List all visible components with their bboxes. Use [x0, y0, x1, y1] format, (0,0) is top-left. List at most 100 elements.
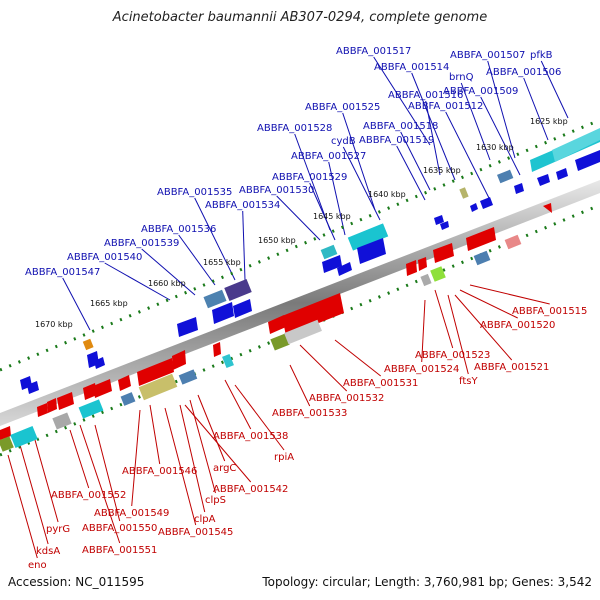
leader-line: [434, 289, 454, 349]
genome-backbone: [0, 180, 600, 426]
reverse-gene-label: rpiA: [274, 452, 294, 463]
reverse-gene-label: ABBFA_001531: [343, 378, 418, 389]
cog-track-outer: [82, 128, 600, 351]
leader-line: [69, 429, 90, 489]
tick-track-outer: [0, 118, 600, 372]
map-title: Acinetobacter baumannii AB307-0294, comp…: [112, 10, 488, 25]
reverse-gene-label: kdsA: [36, 546, 60, 557]
leader-line: [79, 424, 121, 544]
leader-line: [342, 146, 381, 221]
leader-line: [62, 277, 91, 331]
accession-label: Accession: NC_011595: [8, 575, 145, 589]
leader-line: [224, 379, 252, 430]
forward-gene-label: ABBFA_001527: [291, 151, 366, 162]
forward-gene-label: brnQ: [449, 72, 474, 83]
leader-line: [34, 439, 59, 523]
leader-line: [411, 72, 456, 181]
leader-line: [396, 145, 426, 201]
leader-line: [445, 111, 491, 201]
reverse-gene-label: argC: [213, 463, 236, 474]
forward-gene-label: ABBFA_001514: [374, 62, 449, 73]
leader-line: [179, 404, 206, 513]
reverse-genes: [0, 203, 552, 440]
forward-gene-label: ABBFA_001529: [272, 172, 347, 183]
kbp-labels: 1625 kbp 1630 kbp 1635 kbp 1640 kbp 1645 kbp…: [35, 117, 568, 329]
leader-line: [184, 404, 252, 483]
label-leader-lines: [7, 56, 569, 559]
leader-line: [276, 195, 321, 241]
leader-line: [299, 344, 348, 392]
reverse-gene-label: ABBFA_001551: [82, 545, 157, 556]
forward-gene-label: ABBFA_001535: [157, 187, 232, 198]
leader-line: [141, 248, 196, 296]
forward-gene-label: ABBFA_001509: [443, 86, 518, 97]
forward-gene-label: ABBFA_001507: [450, 50, 525, 61]
reverse-gene-label: ABBFA_001552: [51, 490, 126, 501]
leader-line: [194, 197, 236, 281]
reverse-gene-label: ABBFA_001524: [384, 364, 459, 375]
reverse-gene-label: ABBFA_001515: [512, 306, 587, 317]
leader-line: [334, 339, 382, 377]
kbp-label: 1650 kbp: [258, 236, 296, 245]
leader-line: [7, 454, 38, 559]
leader-line: [131, 409, 141, 507]
leader-line: [540, 60, 569, 119]
leader-line: [309, 182, 336, 241]
reverse-gene-label: clpA: [194, 514, 216, 525]
reverse-gene-label: ABBFA_001521: [474, 362, 549, 373]
kbp-label: 1645 kbp: [313, 212, 351, 221]
leader-line: [454, 294, 513, 361]
topology-info: Topology: circular; Length: 3,760,981 bp…: [262, 575, 592, 589]
reverse-gene-label: ABBFA_001545: [158, 527, 233, 538]
kbp-label: 1640 kbp: [368, 190, 406, 199]
reverse-gene-label: ABBFA_001546: [122, 466, 197, 477]
kbp-label: 1655 kbp: [203, 258, 241, 267]
reverse-gene-label: ABBFA_001538: [213, 431, 288, 442]
forward-gene-label: ABBFA_001547: [25, 267, 100, 278]
forward-gene-label: ABBFA_001519: [359, 135, 434, 146]
leader-line: [178, 234, 216, 286]
leader-line: [421, 299, 426, 363]
leader-line: [149, 404, 161, 465]
kbp-label: 1660 kbp: [148, 279, 186, 288]
reverse-gene-label: ABBFA_001550: [82, 523, 157, 534]
kbp-label: 1670 kbp: [35, 320, 73, 329]
reverse-gene-labels: ABBFA_001515ABBFA_001520ABBFA_001523ABBF…: [28, 306, 587, 571]
cog-track-inner: [0, 234, 522, 452]
reverse-gene-label: ftsY: [459, 376, 478, 387]
tick-track-inner: [0, 203, 600, 457]
reverse-gene-label: pyrG: [46, 524, 70, 535]
reverse-gene-label: ABBFA_001532: [309, 393, 384, 404]
reverse-gene-label: ABBFA_001520: [480, 320, 555, 331]
leader-line: [447, 294, 469, 375]
forward-genes: [20, 150, 600, 394]
reverse-gene-label: ABBFA_001549: [94, 508, 169, 519]
leader-line: [234, 384, 285, 451]
forward-gene-label: ABBFA_001506: [486, 67, 561, 78]
forward-gene-label: ABBFA_001536: [141, 224, 216, 235]
forward-gene-label: ABBFA_001530: [239, 185, 314, 196]
kbp-label: 1635 kbp: [423, 166, 461, 175]
reverse-gene-label: ABBFA_001523: [415, 350, 490, 361]
forward-gene-label: ABBFA_001528: [257, 123, 332, 134]
leader-line: [289, 364, 311, 407]
leader-line: [197, 394, 226, 462]
forward-gene-labels: ABBFA_001517 ABBFA_001507 pfkB ABBFA_001514…: [25, 46, 561, 278]
leader-line: [487, 60, 516, 159]
forward-gene-label: ABBFA_001516: [388, 90, 463, 101]
leader-line: [425, 100, 441, 176]
leader-line: [242, 210, 246, 281]
leader-line: [19, 444, 49, 545]
forward-gene-label: ABBFA_001517: [336, 46, 411, 57]
reverse-gene-label: eno: [28, 560, 47, 571]
forward-gene-label: ABBFA_001525: [305, 102, 380, 113]
leader-line: [342, 112, 376, 211]
leader-line: [469, 284, 550, 305]
kbp-label: 1630 kbp: [476, 143, 514, 152]
leader-line: [294, 133, 331, 231]
kbp-label: 1625 kbp: [530, 117, 568, 126]
forward-gene-label: ABBFA_001539: [104, 238, 179, 249]
leader-line: [373, 56, 431, 146]
